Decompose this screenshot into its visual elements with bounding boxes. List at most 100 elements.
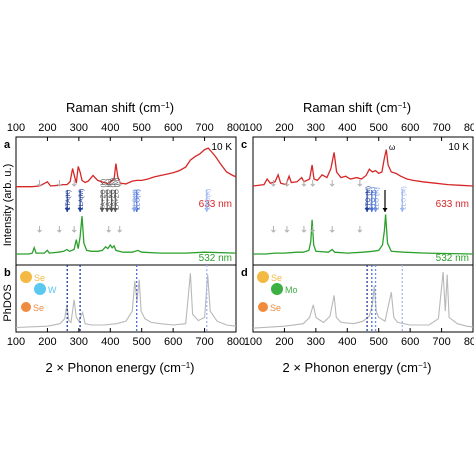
- x-tick-label: 600: [401, 122, 419, 134]
- annotation-label: 2TO (K): [370, 187, 377, 210]
- x-tick-label: 800: [464, 122, 474, 134]
- series-label: 532 nm: [436, 253, 469, 264]
- x-tick-label: 600: [164, 122, 182, 134]
- x-tick-label: 600: [164, 336, 182, 348]
- series-line-green: [253, 214, 474, 255]
- x-tick-label: 200: [275, 336, 293, 348]
- panel-letter: a: [4, 139, 11, 151]
- x-tick-label: 200: [38, 336, 56, 348]
- x-tick-label: 200: [38, 122, 56, 134]
- x-tick-label: 800: [464, 336, 474, 348]
- x-tick-label: 400: [101, 336, 119, 348]
- atom-sphere: [257, 271, 269, 283]
- x-tick-label: 700: [195, 122, 213, 134]
- annotation-label: 2ZO(K): [205, 189, 212, 210]
- annotation-arrowhead: [373, 208, 379, 212]
- annotation-label: 2TO (M): [365, 186, 372, 210]
- annotation-label: 2LA(M): [78, 189, 85, 210]
- annotation-arrowhead: [364, 208, 370, 212]
- gray-arrow-mark: [310, 180, 316, 187]
- gray-arrow-mark: [271, 180, 276, 187]
- gray-arrow-mark: [71, 180, 77, 187]
- gray-arrow-mark: [37, 180, 42, 187]
- panels-group: a 100 200 300 400 500 600 700 800 633 nm 532 nm 10 …: [4, 122, 474, 348]
- gray-arrow-mark: [106, 180, 112, 187]
- annotation-arrowhead: [77, 208, 83, 212]
- atom-label: Se: [270, 303, 281, 313]
- series-label: 633 nm: [436, 199, 469, 210]
- annotation-arrowhead: [204, 208, 210, 212]
- gray-arrow-mark: [301, 180, 307, 187]
- x-tick-label: 300: [307, 122, 325, 134]
- x-tick-label: 500: [370, 336, 388, 348]
- panel-letter: b: [4, 267, 11, 279]
- temperature-label: 10 K: [211, 142, 232, 153]
- annotation-arrowhead: [131, 208, 137, 212]
- annotation-arrowhead: [112, 208, 118, 212]
- annotation-arrowhead: [399, 208, 405, 212]
- annotation-label: TA+ZO (K): [100, 179, 107, 210]
- gray-arrow-mark: [310, 226, 316, 233]
- annotation-label: LA+ZO (M): [113, 178, 120, 210]
- top-axis-label: Raman shift (cm−1): [66, 100, 174, 115]
- x-tick-label: 300: [70, 122, 88, 134]
- atom-label: W: [48, 285, 57, 295]
- gray-arrow-mark: [329, 180, 335, 187]
- x-tick-label: 500: [370, 122, 388, 134]
- x-tick-label: 100: [7, 122, 25, 134]
- atom-label: Se: [33, 303, 44, 313]
- panel-letter: d: [241, 267, 248, 279]
- annotation-label: 2LO (K): [374, 187, 381, 210]
- gray-arrow-mark: [57, 180, 62, 187]
- gray-arrow-mark: [117, 226, 123, 233]
- series-line-red: [252, 149, 474, 187]
- y-axis-label-intensity: Intensity (arb. u.): [2, 164, 14, 247]
- atom-sphere: [271, 283, 283, 295]
- annotation-label: 2LO(K): [135, 189, 142, 210]
- gray-arrow-mark: [329, 226, 335, 233]
- annotation-label: 2TA(K): [65, 190, 72, 210]
- gray-arrow-mark: [106, 226, 112, 233]
- x-tick-label: 700: [432, 336, 450, 348]
- x-tick-label: 700: [195, 336, 213, 348]
- panel-a: a 100 200 300 400 500 600 700 800 633 nm 532 nm 10 …: [4, 122, 245, 266]
- annotation-label: ω: [389, 143, 395, 152]
- annotation-arrowhead: [382, 208, 388, 212]
- atom-sphere: [21, 302, 31, 312]
- atom-sphere: [20, 271, 32, 283]
- annotation-arrowhead: [64, 208, 70, 212]
- gray-arrow-mark: [301, 226, 307, 233]
- annotation-label: TA+ZO (M): [110, 178, 117, 210]
- panel-c: c 100 200 300 400 500 600 700 800 633 nm 532 nm 10 …: [241, 122, 474, 266]
- panel-frame: [15, 264, 237, 333]
- x-tick-label: 500: [133, 336, 151, 348]
- panel-letter: c: [241, 139, 247, 151]
- series-line-red: [16, 147, 237, 188]
- bottom-axis-label: 2 × Phonon energy (cm−1): [283, 360, 432, 375]
- annotation-label: 2LO (M): [400, 186, 407, 210]
- x-tick-label: 400: [338, 122, 356, 134]
- x-tick-label: 800: [227, 336, 245, 348]
- y-axis-label-phdos: PhDOS: [2, 284, 14, 321]
- annotation-arrowhead: [104, 208, 110, 212]
- series-label: 532 nm: [199, 253, 232, 264]
- x-tick-label: 100: [244, 336, 262, 348]
- atom-sphere: [258, 302, 268, 312]
- annotation-label: 2LO(K): [132, 189, 139, 210]
- series-label: 633 nm: [199, 199, 232, 210]
- x-tick-label: 200: [275, 122, 293, 134]
- atom-label: Mo: [285, 285, 298, 295]
- bottom-axis-label: 2 × Phonon energy (cm−1): [46, 360, 195, 375]
- temperature-label: 10 K: [448, 142, 469, 153]
- panel-d: d100200300400500600700800SeMoSe: [241, 264, 474, 348]
- gray-arrow-mark: [357, 226, 363, 233]
- atom-label: Se: [34, 273, 45, 283]
- x-tick-label: 300: [307, 336, 325, 348]
- atom-sphere: [34, 283, 46, 295]
- annotation-arrowhead: [109, 208, 115, 212]
- x-tick-label: 600: [401, 336, 419, 348]
- top-axis-label: Raman shift (cm−1): [303, 100, 411, 115]
- x-tick-label: 300: [70, 336, 88, 348]
